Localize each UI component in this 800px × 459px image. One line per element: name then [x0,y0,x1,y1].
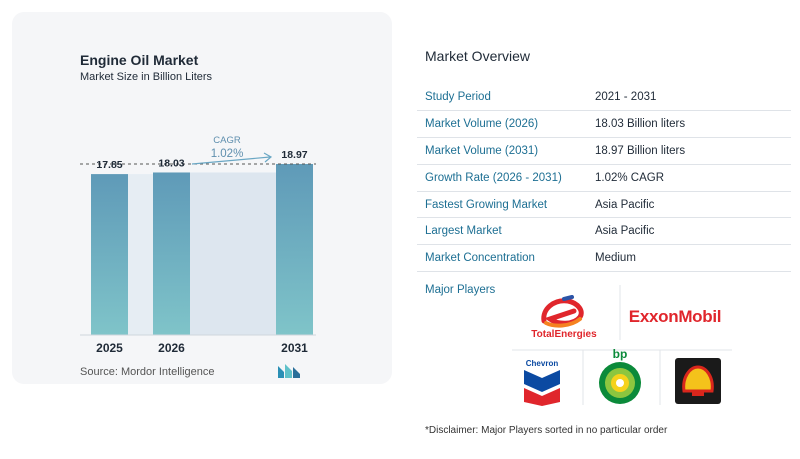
category-label: 2025 [96,341,123,355]
overview-value: 2021 - 2031 [587,84,791,112]
cagr-band [190,172,276,335]
overview-row: Growth Rate (2026 - 2031) 1.02% CAGR [417,164,791,192]
totalenergies-logo: TotalEnergies [525,290,603,344]
bar [153,172,190,335]
overview-row: Fastest Growing Market Asia Pacific [417,191,791,219]
bar-chart: 17.85 18.03 18.97 2025 2026 2031 CAGR 1.02% [80,135,316,355]
shell-logo [675,358,721,404]
overview-key: Market Volume (2026) [417,110,587,139]
overview-row: Market Concentration Medium [417,244,791,273]
cagr-label: CAGR [213,135,241,146]
overview-row: Market Volume (2031) 18.97 Billion liters [417,137,791,165]
chart-subtitle: Market Size in Billion Liters [80,71,213,83]
gap-band [128,174,153,335]
category-label: 2026 [158,341,185,355]
overview-value: 18.97 Billion liters [587,137,791,165]
shell-pecten-icon [682,365,714,396]
overview-value: Asia Pacific [587,217,791,246]
value-label: 17.85 [96,159,122,171]
bp-helios-icon [599,362,641,404]
bar [91,174,128,335]
bar [276,164,313,335]
totalenergies-name: TotalEnergies [531,328,597,340]
value-label: 18.03 [158,157,184,169]
chevron-logo: Chevron [518,356,566,408]
chart-source: Source: Mordor Intelligence [80,366,215,378]
bp-name: bp [612,347,628,361]
chevron-name: Chevron [525,358,559,368]
cagr-arrow-line [191,156,271,165]
overview-key: Growth Rate (2026 - 2031) [417,164,587,192]
value-label: 18.97 [281,149,307,161]
category-label: 2031 [281,341,308,355]
chart-title: Engine Oil Market [80,52,199,68]
overview-table: Study Period 2021 - 2031 Market Volume (20… [417,84,791,273]
overview-value: Medium [587,244,791,273]
overview-title: Market Overview [425,48,531,64]
totalenergies-mark-icon [541,294,584,328]
overview-value: 1.02% CAGR [587,164,791,192]
exxonmobil-name: ExxonMobil [628,307,722,326]
overview-key: Market Volume (2031) [417,137,587,165]
overview-value: Asia Pacific [587,191,791,219]
cagr-arrow-head [263,152,273,163]
chevron-mark-icon [524,369,560,406]
cagr-value: 1.02% [211,148,244,160]
overview-value: 18.03 Billion liters [587,110,791,139]
overview-key: Largest Market [417,217,587,246]
overview-key: Market Concentration [417,244,587,273]
bp-logo: bp [592,346,648,406]
exxonmobil-logo: ExxonMobil [622,300,728,334]
overview-row: Market Volume (2026) 18.03 Billion liters [417,110,791,139]
disclaimer: *Disclaimer: Major Players sorted in no … [425,425,668,436]
overview-key: Fastest Growing Market [417,191,587,219]
mordor-logo-icon [278,364,300,378]
overview-row: Largest Market Asia Pacific [417,217,791,246]
major-players-label: Major Players [425,284,496,296]
overview-key: Study Period [417,84,587,112]
overview-row: Study Period 2021 - 2031 [417,84,791,112]
